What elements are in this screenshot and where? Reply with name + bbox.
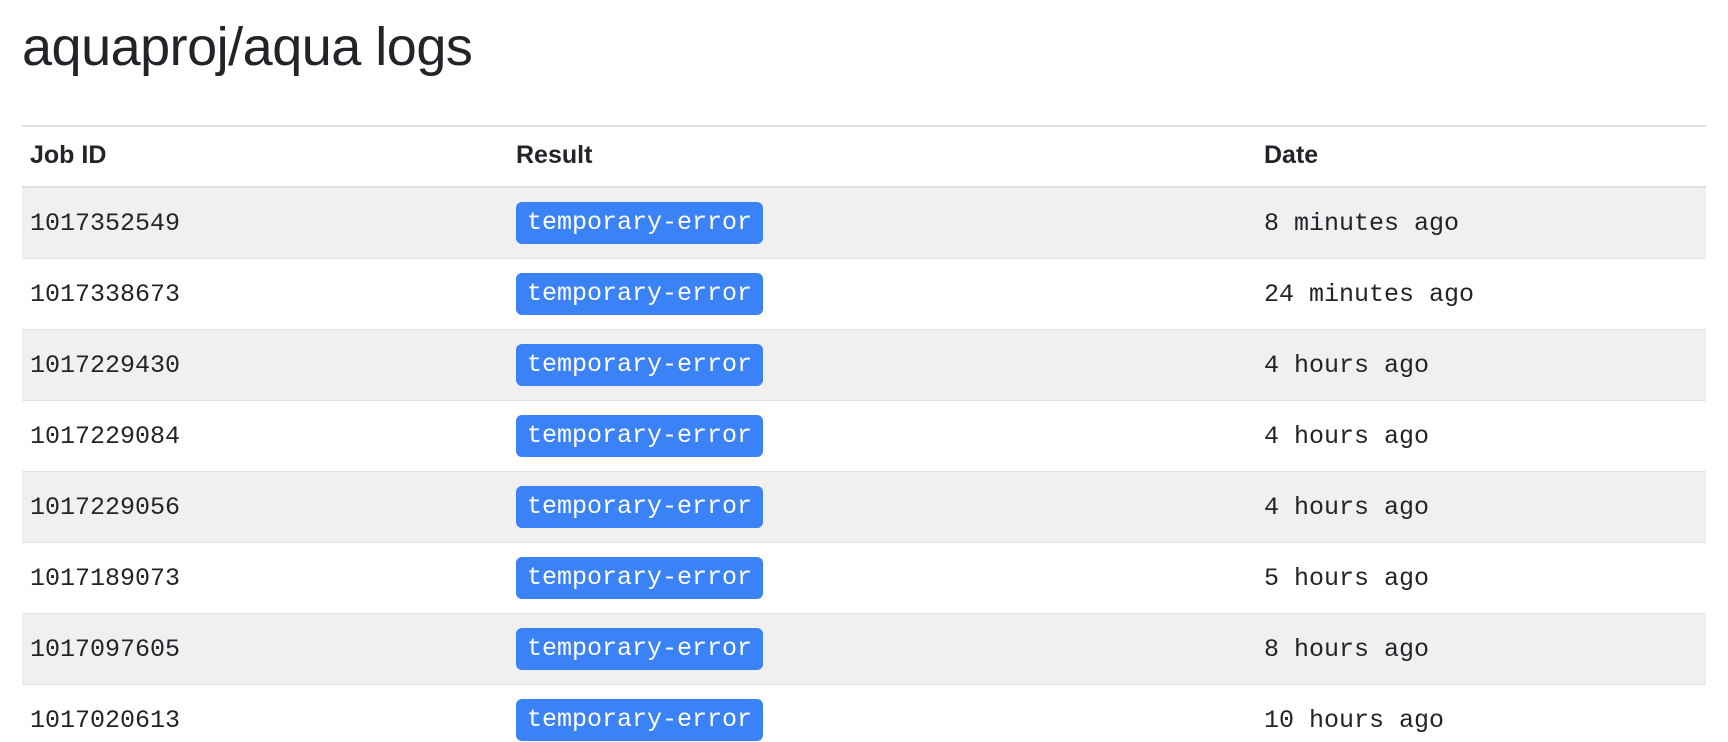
table-row[interactable]: 1017229056 temporary-error 4 hours ago <box>22 471 1706 543</box>
cell-job-id[interactable]: 1017229430 <box>22 329 508 401</box>
column-header-date[interactable]: Date <box>1256 125 1706 189</box>
table-row[interactable]: 1017229430 temporary-error 4 hours ago <box>22 329 1706 401</box>
cell-result: temporary-error <box>508 613 1256 685</box>
status-badge[interactable]: temporary-error <box>516 344 764 387</box>
table-body: 1017352549 temporary-error 8 minutes ago 10… <box>22 186 1706 742</box>
cell-date: 8 hours ago <box>1256 613 1706 685</box>
status-badge[interactable]: temporary-error <box>516 273 764 316</box>
column-header-result[interactable]: Result <box>508 125 1256 189</box>
table-row[interactable]: 1017338673 temporary-error 24 minutes ago <box>22 258 1706 330</box>
cell-result: temporary-error <box>508 542 1256 614</box>
table-header-row: Job ID Result Date <box>22 125 1706 189</box>
cell-date: 8 minutes ago <box>1256 186 1706 259</box>
status-badge[interactable]: temporary-error <box>516 415 764 458</box>
cell-job-id[interactable]: 1017229056 <box>22 471 508 543</box>
status-badge[interactable]: temporary-error <box>516 202 764 245</box>
status-badge[interactable]: temporary-error <box>516 699 764 742</box>
cell-date: 4 hours ago <box>1256 400 1706 472</box>
cell-job-id[interactable]: 1017229084 <box>22 400 508 472</box>
cell-result: temporary-error <box>508 400 1256 472</box>
cell-date: 24 minutes ago <box>1256 258 1706 330</box>
table-header: Job ID Result Date <box>22 125 1706 189</box>
cell-date: 10 hours ago <box>1256 684 1706 742</box>
cell-date: 5 hours ago <box>1256 542 1706 614</box>
cell-result: temporary-error <box>508 329 1256 401</box>
column-header-job-id[interactable]: Job ID <box>22 125 508 189</box>
status-badge[interactable]: temporary-error <box>516 628 764 671</box>
status-badge[interactable]: temporary-error <box>516 557 764 600</box>
page-title: aquaproj/aqua logs <box>22 17 473 77</box>
cell-job-id[interactable]: 1017338673 <box>22 258 508 330</box>
cell-job-id[interactable]: 1017189073 <box>22 542 508 614</box>
logs-table: Job ID Result Date 1017352549 temporary-e… <box>22 125 1706 742</box>
table-row[interactable]: 1017352549 temporary-error 8 minutes ago <box>22 186 1706 259</box>
cell-job-id[interactable]: 1017097605 <box>22 613 508 685</box>
status-badge[interactable]: temporary-error <box>516 486 764 529</box>
cell-date: 4 hours ago <box>1256 329 1706 401</box>
cell-result: temporary-error <box>508 186 1256 259</box>
cell-result: temporary-error <box>508 684 1256 742</box>
logs-table-container: Job ID Result Date 1017352549 temporary-e… <box>22 125 1706 742</box>
cell-result: temporary-error <box>508 258 1256 330</box>
cell-date: 4 hours ago <box>1256 471 1706 543</box>
table-row[interactable]: 1017020613 temporary-error 10 hours ago <box>22 684 1706 742</box>
cell-result: temporary-error <box>508 471 1256 543</box>
table-row[interactable]: 1017229084 temporary-error 4 hours ago <box>22 400 1706 472</box>
cell-job-id[interactable]: 1017020613 <box>22 684 508 742</box>
table-row[interactable]: 1017097605 temporary-error 8 hours ago <box>22 613 1706 685</box>
table-row[interactable]: 1017189073 temporary-error 5 hours ago <box>22 542 1706 614</box>
cell-job-id[interactable]: 1017352549 <box>22 186 508 259</box>
